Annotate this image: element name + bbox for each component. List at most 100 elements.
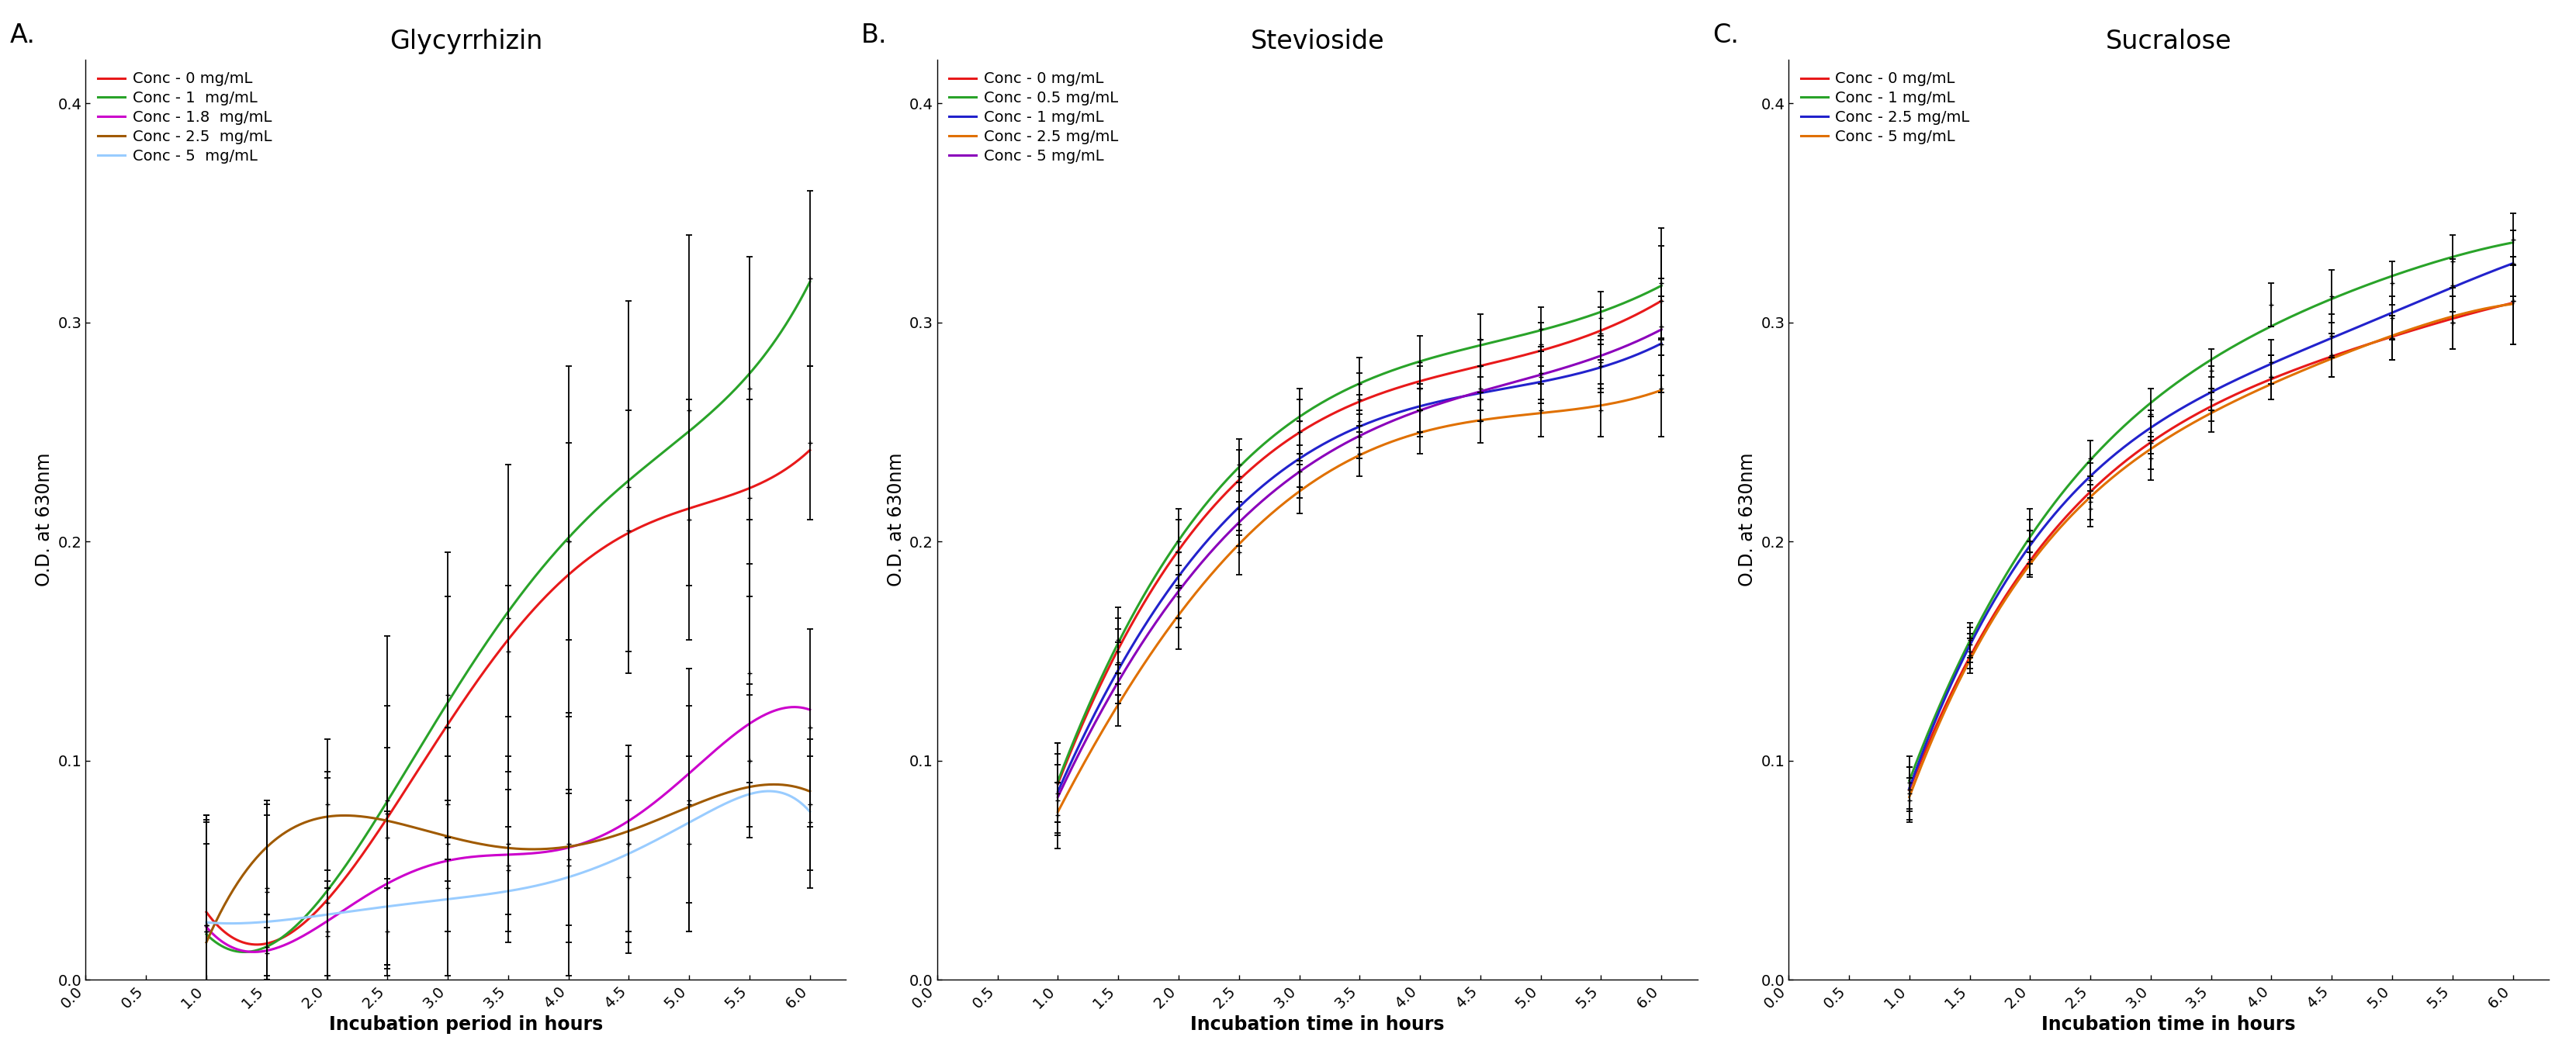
Line: Conc - 1.8  mg/mL: Conc - 1.8 mg/mL — [206, 707, 809, 952]
Conc - 2.5  mg/mL — [757, 778, 788, 790]
Conc - 5 mg/mL — [1479, 381, 1510, 394]
Conc - 5  mg/mL — [191, 916, 222, 928]
Conc - 5  mg/mL — [629, 840, 659, 853]
Conc - 1 mg/mL — [2496, 237, 2527, 249]
Conc - 2.5  mg/mL — [629, 819, 659, 832]
Conc - 0 mg/mL — [1965, 629, 1996, 642]
Conc - 0 mg/mL — [191, 906, 222, 919]
Legend: Conc - 0 mg/mL, Conc - 1  mg/mL, Conc - 1.8  mg/mL, Conc - 2.5  mg/mL, Conc - 5 : Conc - 0 mg/mL, Conc - 1 mg/mL, Conc - 1… — [93, 67, 276, 168]
Conc - 2.5 mg/mL — [1646, 384, 1677, 397]
Conc - 2.5  mg/mL — [626, 820, 657, 833]
Conc - 1  mg/mL — [629, 462, 659, 474]
Conc - 5  mg/mL — [265, 915, 296, 927]
Line: Conc - 5  mg/mL: Conc - 5 mg/mL — [206, 792, 809, 923]
Conc - 1.8  mg/mL — [237, 945, 268, 958]
Conc - 1 mg/mL — [2331, 286, 2362, 299]
Conc - 2.5  mg/mL — [793, 785, 824, 798]
Conc - 5  mg/mL — [389, 898, 420, 910]
Conc - 1 mg/mL — [1239, 487, 1270, 500]
Conc - 0.5 mg/mL — [1422, 350, 1453, 363]
Conc - 0.5 mg/mL — [1646, 279, 1677, 292]
Conc - 5  mg/mL — [755, 785, 786, 798]
Conc - 0 mg/mL — [265, 933, 296, 945]
Line: Conc - 0 mg/mL: Conc - 0 mg/mL — [1909, 302, 2512, 789]
Conc - 5 mg/mL — [1280, 467, 1311, 480]
Conc - 0 mg/mL — [1481, 355, 1512, 368]
Conc - 0 mg/mL — [2331, 345, 2362, 358]
Conc - 1.8  mg/mL — [629, 804, 659, 817]
Conc - 5 mg/mL — [1481, 381, 1512, 394]
Conc - 0 mg/mL — [1280, 428, 1311, 440]
X-axis label: Incubation period in hours: Incubation period in hours — [330, 1015, 603, 1034]
Conc - 1  mg/mL — [430, 697, 461, 710]
Conc - 0 mg/mL — [1422, 370, 1453, 383]
Conc - 1 mg/mL — [2092, 437, 2123, 450]
Y-axis label: O.D. at 630nm: O.D. at 630nm — [886, 453, 904, 587]
Conc - 1 mg/mL — [2329, 288, 2360, 300]
Conc - 1  mg/mL — [389, 767, 420, 780]
Conc - 0 mg/mL — [572, 553, 603, 566]
Conc - 2.5 mg/mL — [2329, 326, 2360, 338]
Conc - 0.5 mg/mL — [1280, 412, 1311, 424]
Conc - 1.8  mg/mL — [572, 835, 603, 848]
Conc - 2.5 mg/mL — [1280, 487, 1311, 500]
Conc - 1.8  mg/mL — [191, 921, 222, 934]
Conc - 0 mg/mL — [1043, 778, 1074, 790]
Line: Conc - 0 mg/mL: Conc - 0 mg/mL — [1059, 301, 1662, 784]
Y-axis label: O.D. at 630nm: O.D. at 630nm — [1739, 453, 1757, 587]
Conc - 2.5 mg/mL — [1422, 422, 1453, 435]
Conc - 1.8  mg/mL — [265, 940, 296, 953]
Conc - 5  mg/mL — [216, 917, 247, 929]
Conc - 0.5 mg/mL — [1239, 446, 1270, 458]
Conc - 1.8  mg/mL — [430, 854, 461, 867]
Conc - 2.5  mg/mL — [191, 936, 222, 949]
Line: Conc - 1 mg/mL: Conc - 1 mg/mL — [1909, 243, 2512, 781]
Conc - 1 mg/mL — [1481, 384, 1512, 397]
Conc - 5 mg/mL — [1646, 324, 1677, 336]
X-axis label: Incubation time in hours: Incubation time in hours — [1190, 1015, 1445, 1034]
Conc - 0 mg/mL — [2275, 366, 2306, 379]
Conc - 0 mg/mL — [240, 938, 270, 951]
Conc - 2.5 mg/mL — [1965, 616, 1996, 629]
Conc - 1 mg/mL — [1280, 454, 1311, 467]
Line: Conc - 0 mg/mL: Conc - 0 mg/mL — [206, 450, 809, 944]
Conc - 2.5 mg/mL — [2496, 257, 2527, 269]
Conc - 5 mg/mL — [2331, 346, 2362, 359]
Conc - 0 mg/mL — [2133, 438, 2164, 451]
Conc - 2.5 mg/mL — [1893, 782, 1924, 795]
Conc - 5 mg/mL — [2092, 476, 2123, 489]
Line: Conc - 0.5 mg/mL: Conc - 0.5 mg/mL — [1059, 285, 1662, 781]
Y-axis label: O.D. at 630nm: O.D. at 630nm — [36, 453, 54, 587]
Conc - 1 mg/mL — [1646, 337, 1677, 350]
Conc - 0.5 mg/mL — [1481, 335, 1512, 348]
Conc - 1 mg/mL — [1115, 643, 1146, 656]
Conc - 2.5 mg/mL — [2133, 423, 2164, 436]
Conc - 0 mg/mL — [389, 785, 420, 798]
Conc - 1  mg/mL — [793, 276, 824, 289]
Conc - 1  mg/mL — [572, 511, 603, 524]
Conc - 5 mg/mL — [1115, 655, 1146, 667]
Conc - 1 mg/mL — [1965, 611, 1996, 624]
Title: Glycyrrhizin: Glycyrrhizin — [389, 29, 544, 54]
Conc - 0 mg/mL — [2329, 346, 2360, 359]
Conc - 1 mg/mL — [1479, 384, 1510, 397]
Conc - 2.5  mg/mL — [569, 837, 600, 850]
Conc - 2.5 mg/mL — [1115, 678, 1146, 691]
Conc - 2.5 mg/mL — [1479, 412, 1510, 424]
Conc - 0 mg/mL — [1239, 459, 1270, 472]
Conc - 0.5 mg/mL — [1479, 335, 1510, 348]
Conc - 0.5 mg/mL — [1043, 775, 1074, 787]
Conc - 2.5 mg/mL — [2331, 325, 2362, 337]
X-axis label: Incubation time in hours: Incubation time in hours — [2043, 1015, 2295, 1034]
Conc - 5 mg/mL — [2275, 370, 2306, 383]
Conc - 0 mg/mL — [1115, 620, 1146, 632]
Conc - 0 mg/mL — [2496, 296, 2527, 309]
Conc - 5 mg/mL — [1043, 790, 1074, 803]
Conc - 0 mg/mL — [1893, 783, 1924, 796]
Conc - 2.5 mg/mL — [1043, 805, 1074, 818]
Conc - 1 mg/mL — [1893, 775, 1924, 787]
Conc - 1.8  mg/mL — [389, 869, 420, 882]
Line: Conc - 1  mg/mL: Conc - 1 mg/mL — [206, 282, 809, 952]
Conc - 5 mg/mL — [2133, 445, 2164, 457]
Conc - 5 mg/mL — [1893, 790, 1924, 803]
